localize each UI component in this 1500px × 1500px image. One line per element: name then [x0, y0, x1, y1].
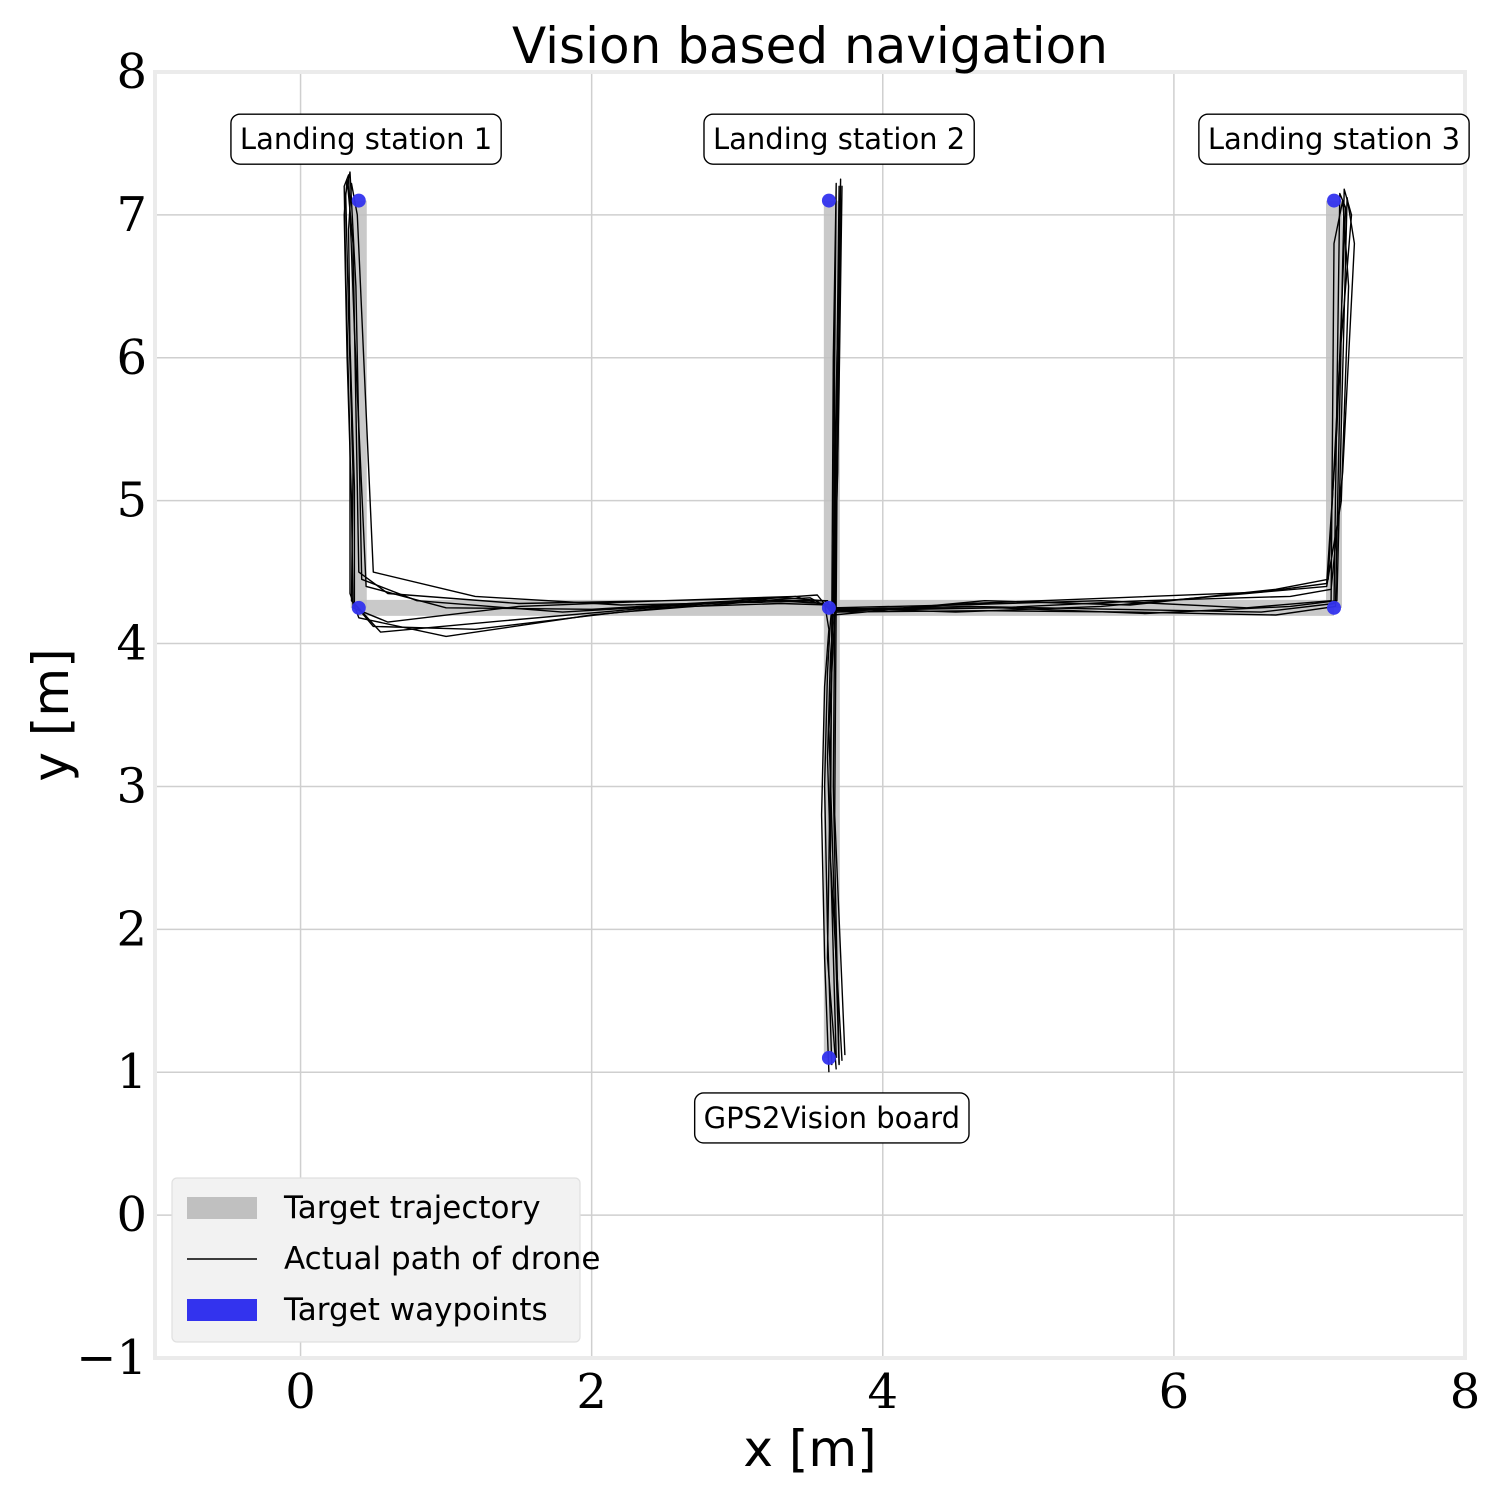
- y-tick-label: 1: [116, 1044, 147, 1100]
- chart-title: Vision based navigation: [512, 17, 1108, 75]
- x-tick-label: 8: [1450, 1364, 1481, 1420]
- waypoint-marker: [821, 1050, 836, 1065]
- y-tick-label: 2: [116, 901, 147, 957]
- annotation-frame: [703, 113, 975, 165]
- y-tick-label: 8: [116, 44, 147, 100]
- x-tick-label: 4: [868, 1364, 899, 1420]
- plot-frame: [153, 70, 1467, 1360]
- y-tick-label: −1: [76, 1330, 147, 1386]
- y-tick-label: 4: [116, 616, 147, 672]
- waypoints: [351, 193, 1341, 1065]
- waypoint-marker: [821, 193, 836, 208]
- waypoint-marker: [351, 193, 366, 208]
- annotation-label: GPS2Vision board: [704, 1101, 960, 1135]
- annotation-box: Landing station 3: [1198, 113, 1470, 165]
- legend-frame: [171, 1177, 581, 1343]
- x-tick-label: 6: [1159, 1364, 1190, 1420]
- legend-entry-label: Actual path of drone: [284, 1241, 600, 1277]
- x-axis-label: x [m]: [743, 1420, 876, 1478]
- waypoint-marker: [1327, 193, 1341, 208]
- annotation-frame: [230, 113, 502, 165]
- waypoint-marker: [351, 600, 366, 615]
- legend-swatch: [187, 1299, 257, 1321]
- x-tick-label: 0: [285, 1364, 316, 1420]
- y-tick-label: 5: [116, 473, 147, 529]
- annotation-label: Landing station 2: [713, 122, 965, 156]
- legend-entry-label: Target trajectory: [283, 1190, 541, 1226]
- annotation-label: Landing station 1: [240, 122, 492, 156]
- annotation-box: Landing station 1: [230, 113, 502, 165]
- x-tick-label: 2: [576, 1364, 607, 1420]
- drone-path-line: [343, 174, 1353, 1073]
- y-axis-label: y [m]: [22, 648, 80, 781]
- annotation-box: Landing station 2: [703, 113, 975, 165]
- y-tick-label: 3: [116, 758, 147, 814]
- y-tick-label: 7: [116, 187, 147, 243]
- waypoint-marker: [1327, 600, 1341, 615]
- waypoint-marker: [821, 600, 836, 615]
- annotations: Landing station 1 Landing station 2 Landin…: [230, 113, 1470, 1144]
- drone-paths: [343, 171, 1356, 1073]
- annotation-frame: [693, 1092, 970, 1144]
- drone-path-line: [347, 182, 1356, 1064]
- legend-entry-label: Target waypoints: [283, 1292, 548, 1328]
- annotation-box: GPS2Vision board: [693, 1092, 970, 1144]
- y-tick-label: 0: [116, 1187, 147, 1243]
- tick-labels: 0 2 4 6 8 −1 0 1 2 3 4 5 6 7 8: [76, 44, 1480, 1420]
- legend-swatch: [187, 1197, 257, 1219]
- annotation-frame: [1198, 113, 1470, 165]
- drone-path-line: [345, 171, 1347, 1061]
- legend: Target trajectory Actual path of drone Tar…: [171, 1177, 600, 1343]
- y-tick-label: 6: [116, 330, 147, 386]
- annotation-label: Landing station 3: [1208, 122, 1460, 156]
